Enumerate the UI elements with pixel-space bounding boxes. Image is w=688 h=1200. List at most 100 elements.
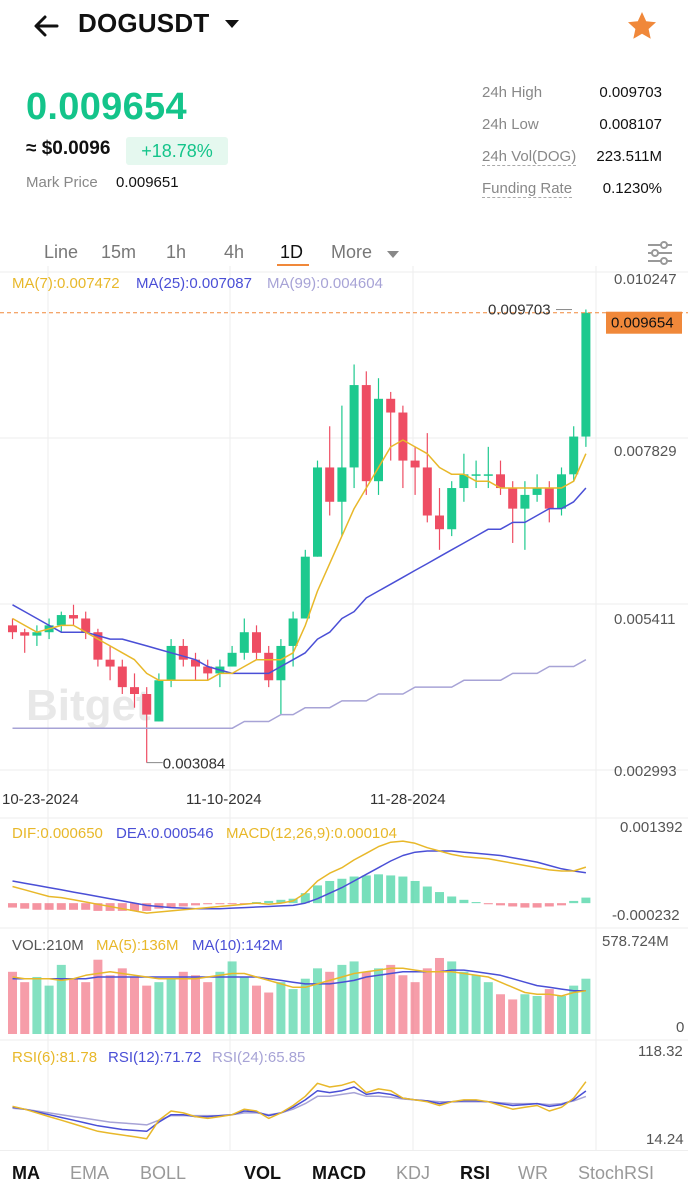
macd-histogram-bar [166, 903, 176, 908]
macd-histogram-bar [130, 903, 139, 911]
candle-up [471, 474, 481, 476]
ma99-legend: MA(99):0.004604 [267, 275, 383, 292]
ma7-line [12, 439, 587, 682]
tab-15m[interactable]: 15m [101, 242, 137, 262]
candle-up [227, 652, 237, 667]
macd-axis-label: 0.001392 [620, 819, 683, 836]
candle-down [81, 618, 91, 633]
market-stats: 24h High 0.009703 24h Low 0.008107 24h V… [482, 84, 666, 212]
favorite-star-icon[interactable] [624, 8, 660, 44]
candle-up [239, 632, 249, 653]
stat-label[interactable]: 24h Vol(DOG) [482, 148, 577, 166]
candle-up [56, 615, 66, 626]
volume-bar [276, 982, 286, 1034]
volume-bar [569, 985, 579, 1034]
volume-bar [313, 968, 322, 1034]
stat-24h-volume: 24h Vol(DOG) 223.511M [482, 148, 666, 180]
macd-histogram-bar [8, 903, 17, 908]
candle-down [105, 659, 115, 667]
volume-bar [69, 978, 78, 1034]
volume-bar [105, 975, 115, 1034]
candle-up [313, 467, 322, 557]
volume-bar [20, 982, 30, 1034]
volume-bar [496, 994, 505, 1034]
tab-4h[interactable]: 4h [224, 242, 245, 262]
chevron-down-icon[interactable] [222, 14, 242, 34]
volume-bar [435, 957, 444, 1034]
candle-up [276, 645, 286, 681]
top-bar: DOGUSDT [0, 0, 688, 52]
trading-pair-title[interactable]: DOGUSDT [78, 8, 210, 38]
tab-more[interactable]: More [331, 242, 373, 262]
tab-line[interactable]: Line [44, 242, 79, 262]
stat-value: 0.1230% [602, 180, 662, 197]
indicator-tab-ema[interactable]: EMA [70, 1163, 110, 1183]
ma99-line [12, 659, 587, 730]
volume-bar [300, 978, 310, 1034]
candle-up [581, 312, 591, 437]
macd-histogram-bar [349, 876, 359, 904]
volume-bar [203, 982, 213, 1034]
chevron-down-icon[interactable] [386, 250, 400, 260]
macd-histogram-bar [581, 897, 591, 904]
volume-bar [410, 982, 420, 1034]
macd-legend: MACD(12,26,9):0.000104 [226, 825, 397, 842]
macd-axis-label: -0.000232 [612, 907, 680, 924]
candle-up [532, 488, 542, 495]
rsi24-legend: RSI(24):65.85 [212, 1049, 305, 1066]
candle-down [178, 645, 188, 660]
price-axis-label: 0.007829 [614, 443, 677, 460]
volume-bar [288, 989, 298, 1034]
volume-bar [447, 961, 457, 1034]
ma25-legend: MA(25):0.007087 [136, 275, 252, 292]
price-axis-label: 0.010247 [614, 271, 677, 288]
macd-histogram-bar [361, 875, 371, 904]
back-arrow-icon[interactable] [28, 8, 64, 44]
active-tab-underline [277, 264, 309, 266]
indicator-tab-wr[interactable]: WR [518, 1163, 548, 1183]
volume-bar [215, 971, 225, 1034]
indicator-settings-icon[interactable] [646, 240, 674, 266]
macd-histogram-bar [337, 878, 347, 904]
candle-down [203, 666, 213, 674]
indicator-tab-vol[interactable]: VOL [244, 1163, 282, 1183]
candle-up [557, 474, 566, 509]
volume-bar [117, 968, 127, 1034]
indicator-tab-ma[interactable]: MA [12, 1163, 40, 1183]
dea-line [12, 850, 587, 910]
tab-1h[interactable]: 1h [166, 242, 187, 262]
candle-up [166, 645, 176, 681]
volume-bar [154, 982, 164, 1034]
volume-bar [252, 985, 261, 1034]
dif-line [12, 840, 587, 914]
macd-histogram-bar [398, 876, 408, 904]
chart-grid [0, 266, 688, 1150]
volume-bar [337, 964, 347, 1034]
rsi12-legend: RSI(12):71.72 [108, 1049, 201, 1066]
indicator-tab-rsi[interactable]: RSI [460, 1163, 491, 1183]
macd-histogram-bar [325, 880, 335, 904]
macd-layer [8, 840, 591, 914]
stat-label: 24h Low [482, 116, 539, 133]
macd-histogram-bar [300, 893, 310, 904]
vol-ma5-line [12, 967, 587, 997]
macd-histogram-bar [117, 903, 127, 911]
price-chart[interactable]: Bitget MA(7):0.007472 MA(25):0.007087 MA… [0, 266, 688, 1150]
candle-down [20, 632, 30, 636]
macd-histogram-bar [142, 903, 152, 911]
tab-1d[interactable]: 1D [280, 242, 304, 262]
macd-histogram-bar [81, 903, 91, 910]
indicator-tabs: MA EMA BOLL VOL MACD KDJ RSI WR StochRSI [0, 1150, 688, 1194]
indicator-tab-kdj[interactable]: KDJ [396, 1163, 431, 1183]
stat-label[interactable]: Funding Rate [482, 180, 573, 198]
volume-bar [349, 961, 359, 1034]
indicator-tab-boll[interactable]: BOLL [140, 1163, 187, 1183]
candle-down [264, 652, 274, 681]
dea-legend: DEA:0.000546 [116, 825, 214, 842]
volume-bar [422, 968, 432, 1034]
macd-histogram-bar [435, 892, 444, 904]
indicator-tab-macd[interactable]: MACD [312, 1163, 366, 1183]
ma7-legend: MA(7):0.007472 [12, 275, 120, 292]
macd-histogram-bar [32, 903, 42, 910]
indicator-tab-stochrsi[interactable]: StochRSI [578, 1163, 655, 1183]
